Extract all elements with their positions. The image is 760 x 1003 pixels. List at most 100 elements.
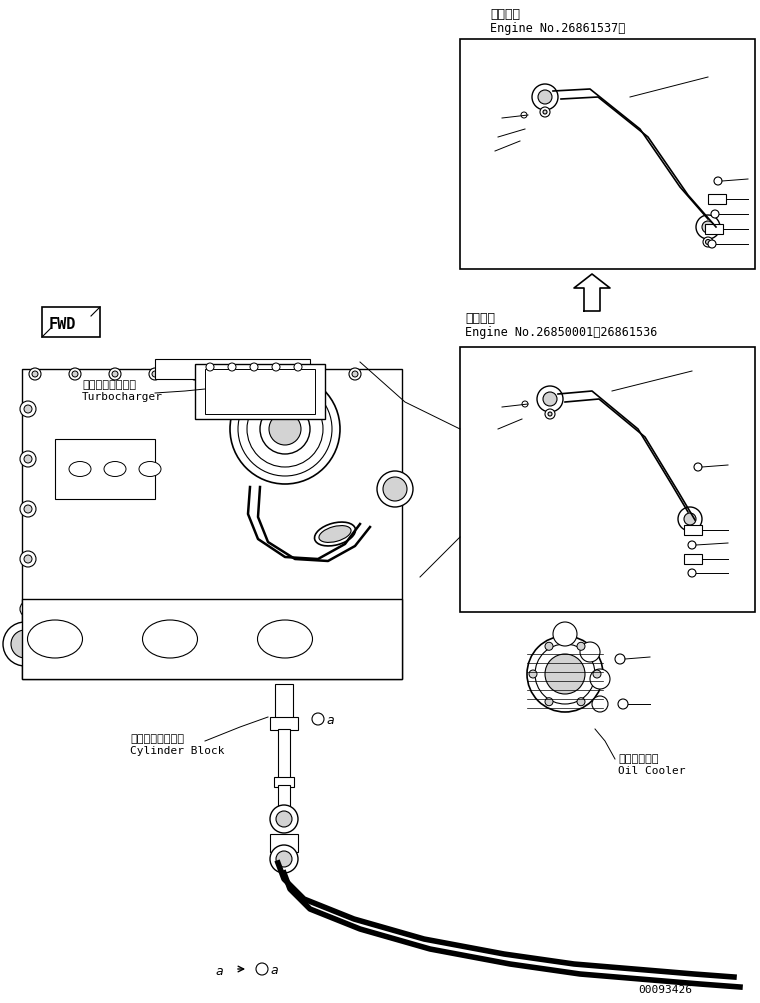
Circle shape <box>543 392 557 406</box>
Circle shape <box>694 463 702 471</box>
Circle shape <box>72 372 78 377</box>
Circle shape <box>69 369 81 380</box>
Bar <box>274 777 294 787</box>
Circle shape <box>270 846 298 874</box>
Circle shape <box>269 413 301 445</box>
Circle shape <box>276 811 292 827</box>
Bar <box>42 308 100 338</box>
Circle shape <box>309 369 321 380</box>
Bar <box>270 717 298 730</box>
Circle shape <box>548 412 552 416</box>
Circle shape <box>189 369 201 380</box>
Bar <box>155 360 310 379</box>
Circle shape <box>543 111 547 115</box>
Circle shape <box>20 401 36 417</box>
Polygon shape <box>574 275 610 312</box>
Circle shape <box>540 108 550 118</box>
Ellipse shape <box>69 462 91 477</box>
Circle shape <box>702 222 714 234</box>
Circle shape <box>24 556 32 564</box>
Circle shape <box>349 369 361 380</box>
Bar <box>275 684 293 719</box>
Circle shape <box>20 451 36 467</box>
Circle shape <box>312 372 318 377</box>
Ellipse shape <box>139 462 161 477</box>
Circle shape <box>276 852 292 868</box>
Circle shape <box>592 696 608 712</box>
Circle shape <box>152 372 158 377</box>
Circle shape <box>618 699 628 709</box>
Circle shape <box>3 623 47 666</box>
Text: ターボチャージャ: ターボチャージャ <box>82 379 136 389</box>
Circle shape <box>545 654 585 694</box>
Circle shape <box>577 643 585 651</box>
Circle shape <box>24 405 32 413</box>
Circle shape <box>529 670 537 678</box>
Circle shape <box>270 805 298 833</box>
Text: a: a <box>215 964 223 977</box>
Circle shape <box>20 552 36 568</box>
Text: Engine No.26861537～: Engine No.26861537～ <box>490 22 625 35</box>
Bar <box>278 729 290 779</box>
Circle shape <box>238 382 332 476</box>
Circle shape <box>11 630 39 658</box>
Circle shape <box>535 644 595 704</box>
Ellipse shape <box>143 621 198 658</box>
Circle shape <box>206 364 214 372</box>
Circle shape <box>714 178 722 186</box>
Circle shape <box>545 643 553 651</box>
Circle shape <box>20 502 36 518</box>
Circle shape <box>522 401 528 407</box>
Text: 適用号機: 適用号機 <box>465 312 495 325</box>
Circle shape <box>272 364 280 372</box>
Circle shape <box>229 369 241 380</box>
Circle shape <box>250 364 258 372</box>
Circle shape <box>527 636 603 712</box>
Text: Engine No.26850001～26861536: Engine No.26850001～26861536 <box>465 326 657 339</box>
Text: シリンダブロック: シリンダブロック <box>130 733 184 743</box>
Circle shape <box>112 372 118 377</box>
Circle shape <box>32 372 38 377</box>
Bar <box>460 348 755 613</box>
Circle shape <box>383 477 407 502</box>
Circle shape <box>230 375 340 484</box>
Circle shape <box>149 369 161 380</box>
Circle shape <box>232 372 238 377</box>
Ellipse shape <box>27 621 83 658</box>
Circle shape <box>29 369 41 380</box>
Ellipse shape <box>258 621 312 658</box>
Text: a: a <box>270 963 277 976</box>
Text: オイルクーラ: オイルクーラ <box>618 753 658 763</box>
Circle shape <box>545 409 555 419</box>
Circle shape <box>532 85 558 111</box>
Circle shape <box>377 471 413 508</box>
Circle shape <box>688 542 696 550</box>
Circle shape <box>684 514 696 526</box>
Circle shape <box>272 372 278 377</box>
Circle shape <box>577 698 585 706</box>
Bar <box>684 555 702 565</box>
Circle shape <box>708 241 716 249</box>
Circle shape <box>247 391 323 467</box>
Bar <box>55 439 155 499</box>
Bar <box>205 370 315 414</box>
Text: FWD: FWD <box>49 317 76 332</box>
Circle shape <box>711 211 719 219</box>
Circle shape <box>615 654 625 664</box>
Circle shape <box>688 570 696 578</box>
Bar <box>22 600 402 679</box>
Circle shape <box>590 669 610 689</box>
Circle shape <box>538 91 552 105</box>
Ellipse shape <box>319 526 351 543</box>
Circle shape <box>580 642 600 662</box>
Bar <box>195 365 325 419</box>
Circle shape <box>553 623 577 646</box>
Text: Cylinder Block: Cylinder Block <box>130 745 224 755</box>
Circle shape <box>703 238 713 248</box>
Circle shape <box>294 364 302 372</box>
Circle shape <box>192 372 198 377</box>
Circle shape <box>20 602 36 618</box>
Circle shape <box>312 713 324 725</box>
Bar <box>708 195 726 205</box>
Bar <box>705 225 723 235</box>
